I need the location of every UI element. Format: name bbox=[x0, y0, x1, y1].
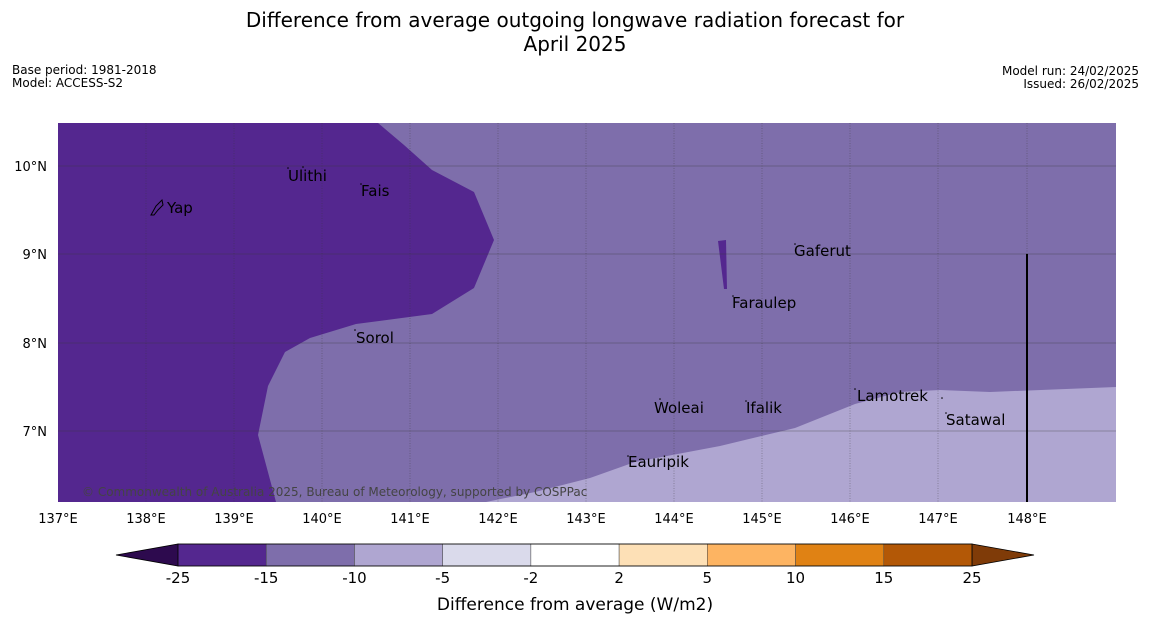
lat-tick-9n: 9°N bbox=[23, 248, 48, 263]
lat-gridlines bbox=[58, 165, 1116, 432]
model-run: Model run: 24/02/2025 bbox=[1001, 64, 1139, 78]
colorbar-bin bbox=[354, 543, 443, 567]
model-name: Model: ACCESS-S2 bbox=[12, 76, 124, 90]
lat-tick-8n: 8°N bbox=[23, 337, 48, 352]
colorbar-bin bbox=[442, 543, 532, 567]
colorbar-bin bbox=[177, 543, 267, 567]
lon-tick-141e: 141°E bbox=[390, 512, 430, 527]
colorbar-tick-label: 15 bbox=[874, 569, 893, 587]
map-title: Difference from average outgoing longwav… bbox=[0, 8, 1150, 56]
region-dark-patch bbox=[718, 240, 727, 289]
colorbar-tick-label: 25 bbox=[962, 569, 981, 587]
colorbar-frame bbox=[177, 543, 973, 567]
place-label-fais: Fais bbox=[361, 182, 390, 200]
meta-left: Base period: 1981-2018 Model: ACCESS-S2 bbox=[12, 64, 157, 90]
title-line-2: April 2025 bbox=[523, 32, 627, 56]
lon-tick-146e: 146°E bbox=[830, 512, 870, 527]
copyright-notice: © Commonwealth of Australia 2025, Bureau… bbox=[82, 485, 587, 499]
place-label-eauripik: Eauripik bbox=[628, 453, 689, 471]
colorbar-tick-label: -2 bbox=[523, 569, 538, 587]
region-light-purple bbox=[486, 387, 1116, 502]
colorbar-overflow-arrow bbox=[971, 543, 1035, 567]
colorbar-label: Difference from average (W/m2) bbox=[437, 595, 713, 615]
lon-tick-143e: 143°E bbox=[566, 512, 606, 527]
issued-date: Issued: 26/02/2025 bbox=[1023, 77, 1139, 91]
lon-tick-137e: 137°E bbox=[38, 512, 78, 527]
colorbar: -25 -15 -10 -5 -2 2 5 10 15 25 Difference from av… bbox=[115, 543, 1035, 615]
colorbar-bin bbox=[707, 543, 796, 567]
base-period: Base period: 1981-2018 bbox=[12, 63, 157, 77]
lon-tick-145e: 145°E bbox=[742, 512, 782, 527]
region-dark-purple bbox=[58, 123, 494, 502]
lat-axis: 10°N 9°N 8°N 7°N bbox=[14, 160, 47, 440]
colorbar-bin bbox=[265, 543, 355, 567]
lon-tick-140e: 140°E bbox=[302, 512, 342, 527]
colorbar-tick-label: -15 bbox=[254, 569, 279, 587]
colorbar-tick-label: 5 bbox=[703, 569, 713, 587]
place-label-ulithi: Ulithi bbox=[288, 167, 327, 185]
lat-tick-7n: 7°N bbox=[23, 425, 48, 440]
lat-tick-10n: 10°N bbox=[14, 160, 47, 175]
lon-tick-142e: 142°E bbox=[478, 512, 518, 527]
place-label-gaferut: Gaferut bbox=[794, 242, 851, 260]
place-label-ifalik: Ifalik bbox=[746, 399, 782, 417]
colorbar-bin bbox=[795, 543, 885, 567]
title-line-1: Difference from average outgoing longwav… bbox=[245, 8, 905, 32]
colorbar-bin bbox=[883, 543, 973, 567]
lon-tick-147e: 147°E bbox=[918, 512, 958, 527]
lon-tick-138e: 138°E bbox=[126, 512, 166, 527]
place-label-sorol: Sorol bbox=[356, 329, 394, 347]
colorbar-underflow-arrow bbox=[115, 543, 179, 567]
yap-island-icon bbox=[150, 198, 164, 216]
map-area: Yap Ulithi Fais Gaferut Faraulep Sorol W… bbox=[58, 123, 1116, 502]
colorbar-tick-label: -25 bbox=[166, 569, 191, 587]
colorbar-bin bbox=[618, 543, 708, 567]
colorbar-tick-label: -5 bbox=[435, 569, 450, 587]
meta-right: Model run: 24/02/2025 Issued: 26/02/2025 bbox=[1002, 65, 1139, 91]
colorbar-tick-label: -10 bbox=[342, 569, 367, 587]
place-label-woleai: Woleai bbox=[654, 399, 704, 417]
place-labels: Yap Ulithi Fais Gaferut Faraulep Sorol W… bbox=[166, 167, 1005, 471]
lon-gridlines bbox=[145, 123, 1028, 502]
lon-axis: 137°E 138°E 139°E 140°E 141°E 142°E 143°… bbox=[38, 512, 1047, 527]
island-dots bbox=[287, 166, 947, 457]
colorbar-tick-label: 10 bbox=[786, 569, 805, 587]
place-label-satawal: Satawal bbox=[946, 411, 1005, 429]
lon-tick-144e: 144°E bbox=[654, 512, 694, 527]
place-label-yap: Yap bbox=[166, 199, 193, 217]
colorbar-bin bbox=[530, 543, 620, 567]
place-label-lamotrek: Lamotrek bbox=[857, 387, 928, 405]
lon-tick-148e: 148°E bbox=[1007, 512, 1047, 527]
place-label-faraulep: Faraulep bbox=[732, 294, 796, 312]
lon-tick-139e: 139°E bbox=[214, 512, 254, 527]
colorbar-tick-label: 2 bbox=[614, 569, 624, 587]
